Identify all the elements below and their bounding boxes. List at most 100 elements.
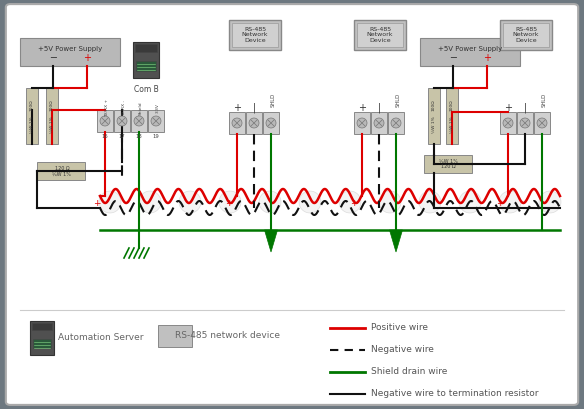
Text: 120 Ω
¼W 1%: 120 Ω ¼W 1%: [51, 166, 71, 176]
Circle shape: [117, 116, 127, 126]
Bar: [37, 162, 85, 180]
Text: ─: ─: [50, 53, 56, 63]
Ellipse shape: [499, 191, 521, 213]
Bar: [20, 38, 120, 66]
Text: Negative wire to termination resistor: Negative wire to termination resistor: [371, 389, 538, 398]
Text: RS-485 network device: RS-485 network device: [175, 332, 280, 341]
Text: |: |: [377, 103, 381, 113]
Bar: [517, 112, 533, 134]
Circle shape: [520, 118, 530, 128]
Ellipse shape: [179, 191, 201, 213]
Text: ¼W 1%: ¼W 1%: [432, 116, 436, 133]
Bar: [46, 88, 58, 144]
Circle shape: [537, 118, 547, 128]
Text: TX/RX -: TX/RX -: [122, 100, 126, 116]
Text: ¼W 1%: ¼W 1%: [450, 116, 454, 133]
Text: +: +: [358, 103, 366, 113]
Text: ¼W 1%: ¼W 1%: [30, 116, 34, 133]
Text: 3.3V: 3.3V: [156, 103, 160, 113]
Circle shape: [232, 118, 242, 128]
Text: 100Ω: 100Ω: [450, 99, 454, 110]
Text: TX/RX +: TX/RX +: [105, 99, 109, 117]
Text: +: +: [83, 53, 91, 63]
Circle shape: [357, 118, 367, 128]
Text: |: |: [523, 103, 527, 113]
Text: Positive wire: Positive wire: [371, 324, 428, 333]
Ellipse shape: [259, 191, 281, 213]
Text: 100Ω: 100Ω: [50, 99, 54, 110]
Text: 18: 18: [135, 135, 142, 139]
Circle shape: [374, 118, 384, 128]
Bar: [32, 323, 52, 330]
Text: +5V Power Supply: +5V Power Supply: [438, 46, 502, 52]
Bar: [354, 112, 370, 134]
Bar: [424, 155, 472, 173]
Ellipse shape: [139, 191, 161, 213]
Text: Shield: Shield: [139, 101, 143, 115]
Text: +: +: [504, 103, 512, 113]
Text: 17: 17: [119, 135, 126, 139]
Bar: [446, 88, 458, 144]
Text: SHLD: SHLD: [396, 93, 401, 107]
Text: Automation Server: Automation Server: [58, 333, 144, 342]
Bar: [263, 112, 279, 134]
Text: 100Ω: 100Ω: [432, 99, 436, 110]
Text: +5V Power Supply: +5V Power Supply: [38, 46, 102, 52]
Bar: [500, 112, 516, 134]
Ellipse shape: [99, 191, 121, 213]
Text: RS-485
Network
Device: RS-485 Network Device: [367, 27, 393, 43]
Bar: [136, 61, 156, 71]
Text: Shield drain wire: Shield drain wire: [371, 368, 447, 377]
Bar: [229, 112, 245, 134]
Ellipse shape: [299, 191, 321, 213]
Bar: [114, 110, 130, 132]
Bar: [534, 112, 550, 134]
Bar: [158, 325, 192, 347]
Text: +: +: [225, 200, 233, 209]
Polygon shape: [265, 230, 277, 252]
Text: RS-485
Network
Device: RS-485 Network Device: [513, 27, 539, 43]
Circle shape: [391, 118, 401, 128]
Text: 16: 16: [102, 135, 109, 139]
Text: +: +: [496, 200, 504, 209]
Text: ─: ─: [450, 53, 456, 63]
Bar: [97, 110, 113, 132]
Text: +: +: [233, 103, 241, 113]
Bar: [135, 44, 157, 52]
Ellipse shape: [339, 191, 361, 213]
Circle shape: [151, 116, 161, 126]
Circle shape: [266, 118, 276, 128]
Bar: [26, 88, 38, 144]
Text: +: +: [483, 53, 491, 63]
Ellipse shape: [379, 191, 401, 213]
Bar: [229, 20, 281, 50]
Circle shape: [503, 118, 513, 128]
Text: +: +: [350, 200, 358, 209]
Circle shape: [134, 116, 144, 126]
Text: Negative wire: Negative wire: [371, 346, 434, 355]
Text: 19: 19: [152, 135, 159, 139]
Bar: [30, 321, 54, 355]
Bar: [357, 23, 403, 47]
Bar: [354, 20, 406, 50]
Bar: [131, 110, 147, 132]
Text: Com B: Com B: [134, 85, 158, 94]
Text: SHLD: SHLD: [542, 93, 547, 107]
Text: +: +: [93, 200, 101, 209]
Bar: [503, 23, 549, 47]
Text: 100Ω: 100Ω: [30, 99, 34, 110]
Text: RS-485
Network
Device: RS-485 Network Device: [242, 27, 268, 43]
Bar: [232, 23, 278, 47]
Bar: [500, 20, 552, 50]
Bar: [388, 112, 404, 134]
Bar: [420, 38, 520, 66]
Bar: [371, 112, 387, 134]
Bar: [246, 112, 262, 134]
Ellipse shape: [219, 191, 241, 213]
Ellipse shape: [459, 191, 481, 213]
Text: SHLD: SHLD: [271, 93, 276, 107]
Ellipse shape: [419, 191, 441, 213]
Bar: [133, 42, 159, 78]
Polygon shape: [390, 230, 402, 252]
Ellipse shape: [539, 191, 561, 213]
